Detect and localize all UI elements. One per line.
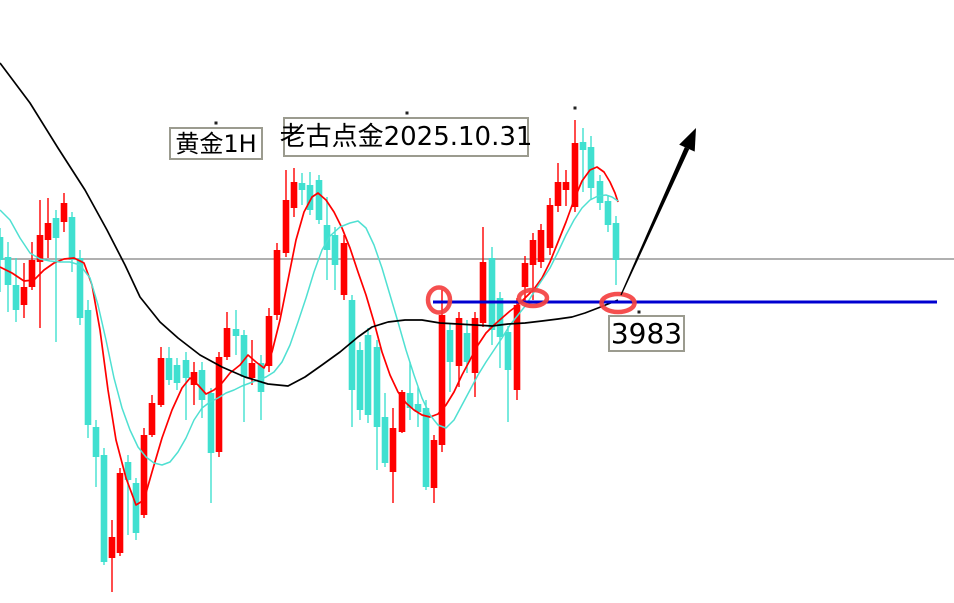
candle-body (157, 358, 165, 405)
candle-body (232, 329, 240, 336)
candle-body (504, 332, 512, 370)
arrow-head-icon (679, 128, 696, 152)
candle-body (348, 300, 356, 390)
ma-mid-cyan-line (0, 194, 619, 466)
candle-body (463, 333, 471, 362)
candles (0, 120, 620, 592)
candle-body (198, 370, 206, 400)
candle-body (587, 147, 595, 188)
candle-body (116, 473, 124, 553)
candle-body (479, 262, 487, 323)
candle-body (596, 181, 604, 203)
candle-body (68, 217, 76, 260)
candle-body (430, 440, 438, 488)
anchor-dot (214, 121, 218, 125)
candle-body (373, 347, 381, 427)
candle-body (604, 201, 612, 225)
candle-body (471, 318, 479, 373)
highlight-circle[interactable] (599, 291, 637, 315)
highlight-circle[interactable] (425, 285, 453, 315)
candle-body (331, 235, 339, 265)
watermark-date-label[interactable]: 老古点金2025.10.31 (280, 117, 532, 157)
candle-body (455, 318, 463, 366)
candle-body (422, 408, 430, 487)
candle-body (364, 335, 372, 415)
candle-body (248, 363, 256, 378)
candle-body (132, 483, 140, 533)
candle-body (398, 392, 406, 432)
candle-body (28, 260, 36, 287)
candle-body (215, 357, 223, 452)
candle-body (290, 182, 298, 208)
candle-body (92, 427, 100, 457)
candle-body (282, 200, 290, 253)
candle-body (340, 243, 348, 295)
candle-body (315, 180, 323, 220)
candle-body (52, 218, 60, 238)
candle-body (223, 328, 231, 357)
candle-body (406, 393, 414, 408)
trend-arrow[interactable] (620, 128, 696, 296)
candle-body (273, 250, 281, 315)
candle-body (84, 310, 92, 425)
candle-body (529, 240, 537, 265)
candle-body (446, 330, 454, 362)
candle-body (265, 316, 273, 366)
candle-body (554, 182, 562, 206)
candle-body (298, 183, 306, 190)
candle-body (257, 363, 265, 392)
candle-body (521, 263, 529, 287)
symbol-timeframe-text: 黄金1H (175, 129, 257, 158)
candle-body (0, 237, 4, 260)
candle-body (173, 365, 181, 383)
anchor-dot (405, 111, 409, 115)
candle-body (562, 182, 570, 190)
support-price-label[interactable]: 3983 (608, 315, 685, 352)
highlight-circle[interactable] (516, 287, 550, 309)
candle-body (488, 258, 496, 330)
candle-body (190, 372, 198, 385)
candle-body (571, 143, 579, 207)
candle-body (414, 404, 422, 412)
symbol-timeframe-label[interactable]: 黄金1H (169, 127, 263, 160)
candle-body (165, 358, 173, 380)
anchor-dot (637, 310, 641, 314)
candle-body (537, 230, 545, 262)
candle-body (579, 142, 587, 150)
candle-body (389, 428, 397, 472)
candle-body (381, 417, 389, 463)
candle-body (612, 223, 620, 260)
candle-body (207, 393, 215, 453)
candle-body (12, 285, 20, 310)
ma-fast-red-line (0, 166, 619, 506)
candle-body (496, 298, 504, 337)
candle-body (182, 360, 190, 378)
candle-body (108, 537, 116, 558)
candle-body (306, 185, 314, 210)
candle-body (100, 455, 108, 562)
candle-body (36, 235, 44, 262)
candle-body (20, 287, 28, 305)
arrow-shaft (620, 147, 690, 296)
candle-body (546, 205, 554, 248)
candle-body (513, 305, 521, 390)
candle-body (44, 223, 52, 240)
candle-body (323, 225, 331, 250)
candle-body (356, 350, 364, 410)
candle-body (60, 203, 68, 222)
support-price-text: 3983 (610, 316, 683, 350)
ma-slow-black-line (0, 62, 619, 387)
candle-body (240, 335, 248, 377)
anchor-dot (573, 106, 577, 110)
candle-body (124, 462, 132, 480)
candle-body (76, 258, 84, 318)
candle-body (140, 435, 148, 515)
candle-body (148, 403, 156, 435)
watermark-date-text: 老古点金2025.10.31 (279, 122, 533, 152)
candle-body (438, 315, 446, 445)
